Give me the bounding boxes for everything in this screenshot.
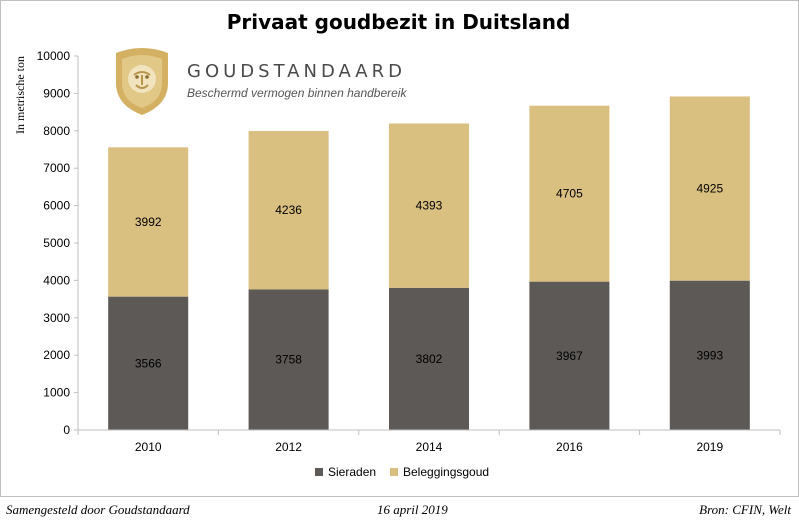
x-tick-label: 2010 (135, 440, 162, 454)
data-label: 4705 (556, 187, 583, 201)
data-label: 3993 (696, 348, 723, 362)
bar-sieraden-2019 (669, 280, 750, 430)
lion-shield-icon (116, 48, 168, 115)
y-tick-label: 9000 (43, 86, 70, 100)
data-label: 3758 (275, 353, 302, 367)
y-tick-label: 5000 (43, 236, 70, 250)
bar-beleggingsgoud-2019 (669, 96, 750, 281)
y-tick-label: 10000 (37, 49, 71, 63)
legend: Sieraden Beleggingsgoud (315, 465, 489, 479)
data-label: 3992 (135, 215, 162, 229)
legend-label: Sieraden (328, 465, 376, 479)
footer-date: 16 april 2019 (377, 502, 448, 517)
stacked-bar-chart: 0 1000 2000 3000 4000 5000 6000 7000 8000 9000 100… (13, 49, 781, 479)
footer-credit: Samengesteld door Goudstandaard (6, 502, 190, 517)
y-tick-label: 6000 (43, 199, 70, 213)
x-tick-label: 2014 (416, 440, 443, 454)
data-label: 3967 (556, 349, 583, 363)
bar-sieraden-2010 (108, 296, 189, 430)
data-label: 3566 (135, 356, 162, 370)
bar-sieraden-2016 (529, 281, 610, 430)
x-tick-label: 2016 (556, 440, 583, 454)
bar-beleggingsgoud-2010 (108, 147, 189, 297)
data-label: 4925 (696, 182, 723, 196)
x-tick-label: 2019 (696, 440, 723, 454)
legend-label: Beleggingsgoud (403, 465, 489, 479)
bar-sieraden-2012 (248, 289, 329, 430)
bars: 3566 3992 3758 4236 3802 4393 3967 4705 3993 4925 (108, 96, 750, 430)
y-tick-label: 4000 (43, 273, 70, 287)
y-axis-label: In metrische ton (13, 56, 27, 134)
bar-sieraden-2014 (388, 287, 470, 430)
y-tick-label: 0 (63, 423, 70, 437)
bar-beleggingsgoud-2012 (248, 131, 329, 290)
data-label: 3802 (416, 352, 443, 366)
brand-tagline: Beschermd vermogen binnen handbereik (187, 86, 407, 100)
x-tick-label: 2012 (275, 440, 302, 454)
y-tick-label: 7000 (43, 161, 70, 175)
x-axis: 2010 2012 2014 2016 2019 (77, 429, 781, 454)
y-tick-label: 3000 (43, 311, 70, 325)
data-label: 4393 (416, 199, 443, 213)
brand-name: GOUDSTANDAARD (187, 61, 406, 82)
y-tick-label: 2000 (43, 348, 70, 362)
bar-beleggingsgoud-2014 (388, 123, 470, 288)
chart-title: Privaat goudbezit in Duitsland (226, 10, 571, 34)
bar-beleggingsgoud-2016 (529, 105, 610, 282)
footer-source: Bron: CFIN, Welt (699, 502, 791, 517)
data-label: 4236 (275, 203, 302, 217)
legend-swatch (390, 468, 398, 476)
goudstandaard-logo: GOUDSTANDAARD Beschermd vermogen binnen … (112, 45, 412, 117)
y-tick-label: 1000 (43, 386, 70, 400)
y-axis: 0 1000 2000 3000 4000 5000 6000 7000 8000 9000 100… (37, 49, 79, 437)
y-tick-label: 8000 (43, 124, 70, 138)
legend-swatch (315, 468, 323, 476)
